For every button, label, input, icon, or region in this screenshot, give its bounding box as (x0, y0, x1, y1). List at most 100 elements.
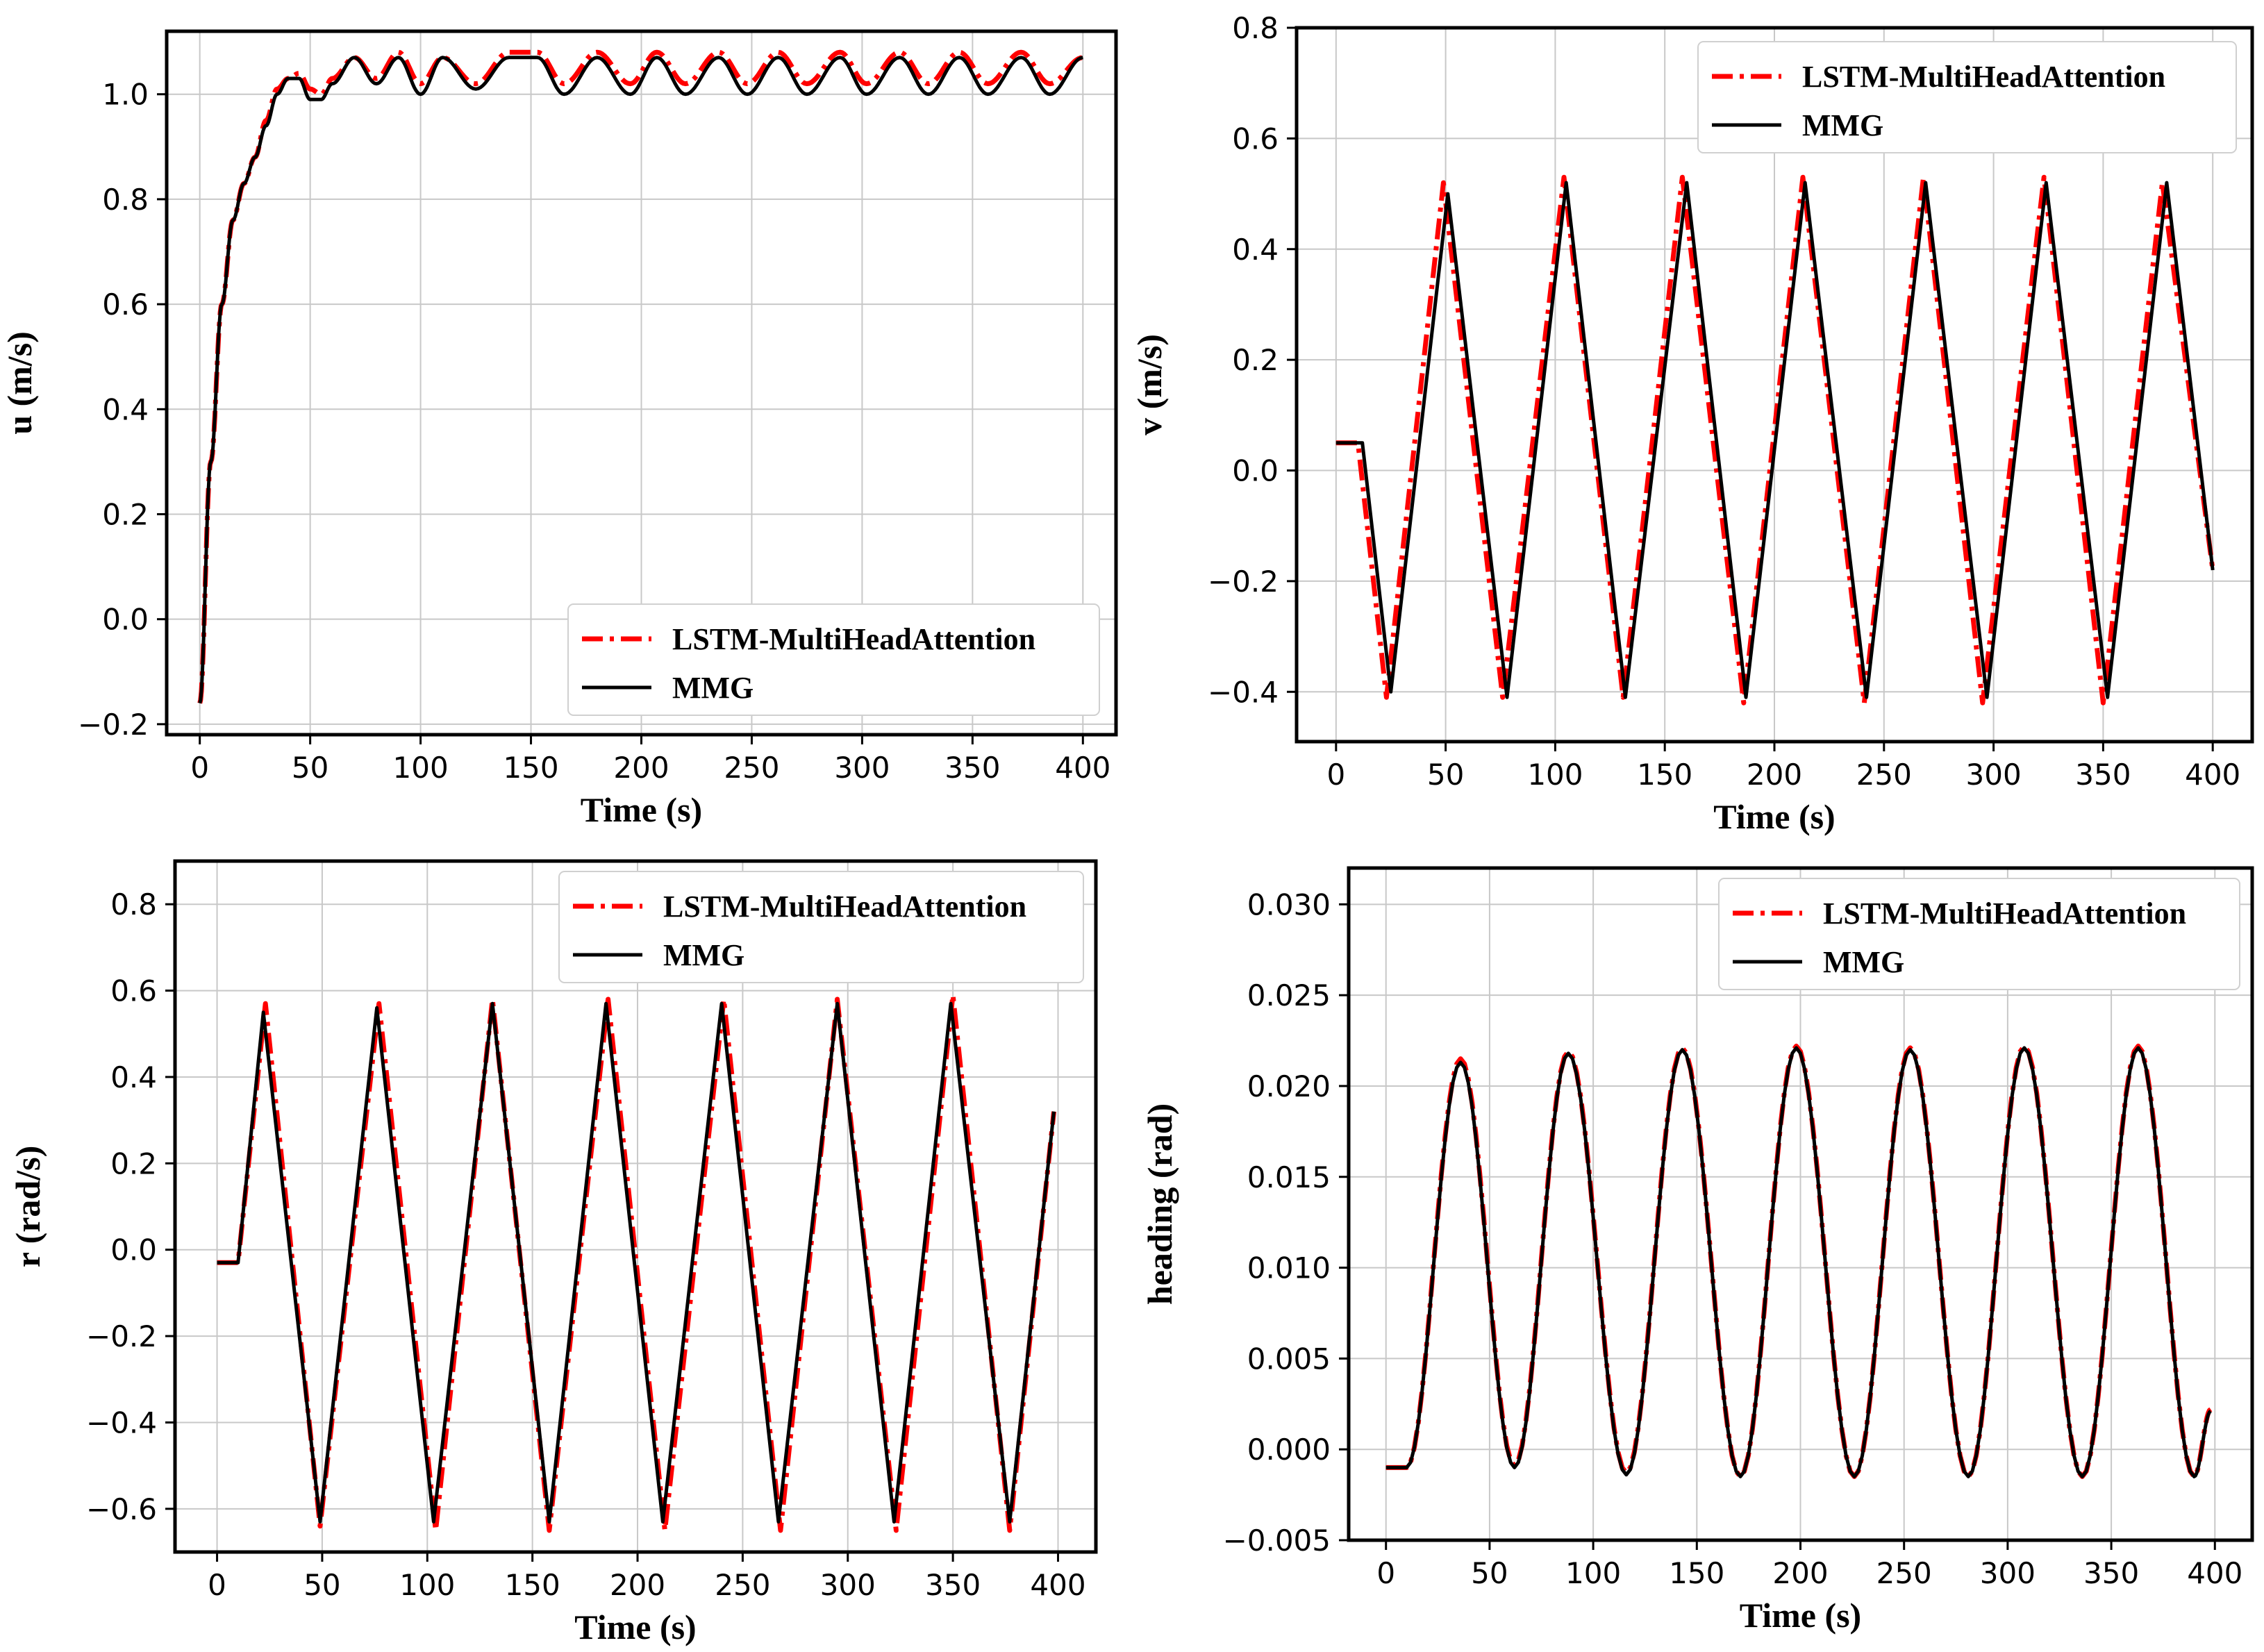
y-tick-label: 0.005 (1247, 1342, 1331, 1376)
x-tick-label: 350 (944, 751, 1000, 785)
y-tick-label: 0.010 (1247, 1251, 1331, 1285)
series-group (1335, 174, 2215, 706)
x-tick-label: 150 (1669, 1556, 1724, 1590)
chart-u: 0 50 100 150 200 250 300 350 400 −0.2 0.0 0.2 0.4 0.6… (0, 29, 1118, 829)
y-tick-label: 0.8 (1232, 11, 1279, 45)
y-tick-label: 0.6 (1232, 122, 1279, 156)
x-tick-label: 300 (1966, 758, 2022, 792)
y-tick-label: −0.4 (86, 1405, 157, 1440)
x-axis-label: Time (s) (1713, 797, 1835, 836)
chart-heading: 0 50 100 150 200 250 300 350 400 −0.005 0.000 0.005… (1140, 866, 2254, 1635)
x-tick-label: 300 (1980, 1556, 2036, 1590)
y-tick-label: 0.025 (1247, 978, 1331, 1012)
x-tick-label: 350 (925, 1568, 981, 1602)
legend-label-mmg: MMG (672, 671, 754, 705)
y-tick-label: −0.6 (86, 1492, 157, 1526)
x-tick-label: 400 (1055, 751, 1110, 785)
y-tick-label: −0.4 (1208, 675, 1279, 709)
series-line-lstm-multiheadattention (1385, 1043, 2213, 1479)
y-tick-label: 0.0 (102, 603, 149, 637)
x-tick-label: 50 (303, 1568, 340, 1602)
series-line-mmg (1335, 181, 2215, 699)
x-tick-label: 0 (208, 1568, 226, 1602)
x-tick-label: 50 (1427, 758, 1464, 792)
x-tick-label: 250 (1876, 1556, 1932, 1590)
legend: LSTM-MultiHeadAttention MMG (558, 871, 1084, 983)
y-tick-label: 0.020 (1247, 1069, 1331, 1103)
y-tick-label: 0.000 (1247, 1433, 1331, 1467)
y-tick-label: −0.2 (78, 708, 149, 742)
x-tick-label: 300 (834, 751, 890, 785)
legend-label-mmg: MMG (663, 938, 744, 972)
y-tick-label: −0.2 (86, 1319, 157, 1353)
legend-box (1697, 41, 2237, 153)
x-tick-label: 100 (1527, 758, 1583, 792)
y-axis-label: u (m/s) (0, 331, 39, 435)
x-tick-label: 200 (610, 1568, 665, 1602)
series-line-lstm-multiheadattention (1335, 174, 2215, 706)
x-tick-label: 400 (2187, 1556, 2242, 1590)
x-tick-label: 50 (1471, 1556, 1508, 1590)
legend: LSTM-MultiHeadAttention MMG (1697, 41, 2237, 153)
x-tick-label: 350 (2075, 758, 2131, 792)
y-axis-label: heading (rad) (1140, 1103, 1179, 1305)
y-tick-label: −0.005 (1223, 1524, 1331, 1558)
legend-box (567, 603, 1100, 716)
y-axis-label: r (rad/s) (8, 1146, 47, 1267)
y-tick-label: 0.8 (102, 183, 149, 217)
y-axis-label: v (m/s) (1130, 334, 1169, 435)
y-tick-label: 0.0 (110, 1233, 157, 1267)
series-line-mmg (198, 56, 1083, 704)
x-tick-label: 250 (715, 1568, 770, 1602)
legend-box (1718, 878, 2240, 990)
chart-r: 0 50 100 150 200 250 300 350 400 −0.6 −0.4 −0.2 0.0 0… (8, 859, 1098, 1646)
y-tick-label: 0.2 (102, 497, 149, 531)
x-tick-label: 200 (1772, 1556, 1828, 1590)
x-axis-label: Time (s) (581, 790, 702, 829)
x-tick-label: 100 (1565, 1556, 1621, 1590)
legend-label-lstm-multiheadattention: LSTM-MultiHeadAttention (1802, 60, 2165, 94)
legend-label-mmg: MMG (1802, 108, 1883, 142)
grid (167, 31, 1116, 735)
y-tick-label: 0.8 (110, 887, 157, 921)
x-tick-label: 0 (1326, 758, 1345, 792)
y-tick-label: 0.015 (1247, 1160, 1331, 1194)
x-tick-label: 150 (503, 751, 558, 785)
plot-frame (173, 859, 1098, 1554)
series-group (217, 992, 1056, 1533)
x-tick-label: 250 (1856, 758, 1912, 792)
x-tick-label: 100 (399, 1568, 455, 1602)
x-tick-label: 200 (613, 751, 669, 785)
series-line-mmg (1385, 1046, 2212, 1478)
x-tick-label: 200 (1747, 758, 1802, 792)
chart-v: 0 50 100 150 200 250 300 350 400 −0.4 −0.2 0.0 0.2 0.… (1130, 11, 2254, 836)
series-line-mmg (217, 1001, 1056, 1524)
legend-box (558, 871, 1084, 983)
y-tick-label: 0.6 (110, 974, 157, 1008)
legend-label-lstm-multiheadattention: LSTM-MultiHeadAttention (672, 622, 1035, 656)
legend-label-mmg: MMG (1823, 945, 1904, 979)
legend-label-lstm-multiheadattention: LSTM-MultiHeadAttention (1823, 896, 2186, 931)
y-tick-label: 0.4 (1232, 233, 1279, 267)
y-tick-label: 0.2 (110, 1146, 157, 1180)
x-tick-label: 0 (1376, 1556, 1395, 1590)
x-tick-label: 250 (724, 751, 779, 785)
x-tick-label: 0 (190, 751, 209, 785)
legend: LSTM-MultiHeadAttention MMG (567, 603, 1100, 716)
series-group (1385, 1043, 2213, 1479)
x-axis-label: Time (s) (1740, 1596, 1861, 1635)
x-tick-label: 400 (1030, 1568, 1085, 1602)
y-tick-label: −0.2 (1208, 565, 1279, 599)
legend-label-lstm-multiheadattention: LSTM-MultiHeadAttention (663, 890, 1026, 924)
series-group (197, 49, 1083, 704)
x-tick-label: 150 (1637, 758, 1692, 792)
x-tick-label: 100 (393, 751, 449, 785)
y-tick-label: 0.4 (102, 392, 149, 426)
x-tick-label: 350 (2083, 1556, 2139, 1590)
x-tick-label: 400 (2185, 758, 2240, 792)
x-tick-label: 300 (820, 1568, 876, 1602)
y-tick-label: 0.030 (1247, 887, 1331, 921)
legend: LSTM-MultiHeadAttention MMG (1718, 878, 2240, 990)
x-tick-label: 150 (505, 1568, 560, 1602)
